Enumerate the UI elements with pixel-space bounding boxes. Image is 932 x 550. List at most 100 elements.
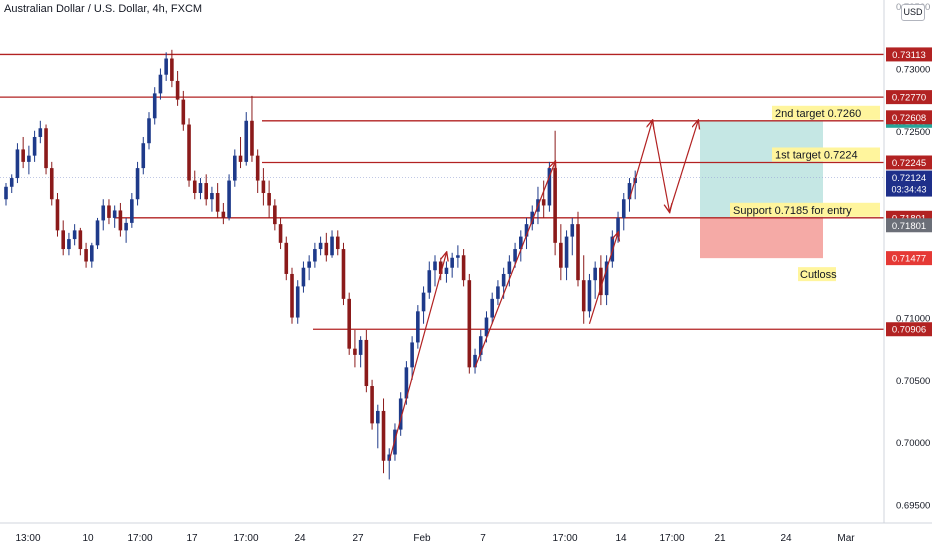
target-zone [700,120,823,218]
x-tick-label: 13:00 [15,533,40,544]
annotation-bg [798,267,836,282]
level-price-tag-bg [886,110,932,125]
candle-body [164,58,168,75]
current-price-tag-bg [886,170,932,197]
y-tick-label: 0.69500 [896,500,930,511]
x-tick-label: 17:00 [552,533,577,544]
candle-body [513,249,517,262]
candle-body [324,242,329,256]
candles [4,49,637,480]
stop-zone [700,217,823,259]
candle-body [496,286,500,299]
candle-body [473,354,477,368]
level-price-tag-bg [886,155,932,170]
candle-body [530,211,535,225]
candle-body [192,180,197,194]
candle-body [301,267,306,287]
candle-body [438,261,443,274]
candle-body [570,224,575,237]
candle-body [524,224,529,237]
candle-body [15,149,20,179]
candle-body [341,249,346,299]
x-tick-label: 17 [186,533,198,544]
level-annotation: Support 0.7185 for entry [733,205,852,217]
candle-body [404,367,409,399]
countdown-timer: 03:34:43 [891,185,926,195]
cutloss-label: Cutloss [800,269,837,281]
candle-body [307,261,311,268]
candle-body [387,454,392,461]
level-price-tag: 0.71801 [892,221,926,232]
candle-body [347,298,351,349]
candle-body [250,120,254,156]
candle-body [175,80,180,100]
candle-body [433,261,437,271]
level-price-tag: 0.73113 [892,50,926,61]
candle-body [78,230,83,250]
position-zones [700,120,823,259]
candle-body [353,348,357,355]
candle-body [587,280,592,312]
price-tags: 0.731130.727700.725800.722450.718010.709… [886,47,932,337]
level-price-tag: 0.70906 [892,325,926,336]
symbol-title: Australian Dollar / U.S. Dollar, 4h, FXC… [4,3,203,15]
candle-body [118,210,123,231]
candle-body [484,317,489,337]
candle-body [576,224,580,281]
candle-body [67,239,71,250]
candle-body [204,183,208,200]
candle-body [55,199,60,231]
trend-arrow [628,121,652,200]
trend-arrow [668,121,699,212]
annotation-bg [730,202,880,217]
candle-body [467,280,472,368]
trend-arrow [388,253,446,461]
y-tick-label: 0.73000 [896,64,930,75]
x-tick-label: 24 [780,533,792,544]
candle-body [593,267,597,281]
candle-body [398,398,403,430]
candle-body [61,230,65,250]
candle-body [461,255,466,281]
candle-body [501,273,506,287]
currency-button[interactable]: USD [901,4,925,21]
candle-body [38,128,43,137]
candle-body [599,267,603,296]
trend-arrow [588,233,618,324]
candle-body [107,205,111,218]
candle-body [170,58,174,81]
candle-body [370,386,374,424]
candle-body [72,230,77,240]
candle-body [181,99,186,125]
y-tick-label: 0.70500 [896,376,930,387]
level-price-tag: 0.72245 [892,158,926,169]
candle-body [152,93,157,119]
candle-body [221,211,226,218]
level-price-tag-bg [886,218,932,233]
x-tick-label: 17:00 [233,533,258,544]
candle-body [32,136,37,156]
candle-body [507,261,512,274]
candle-body [130,199,134,223]
candle-body [210,193,214,200]
candle-body [147,118,151,144]
candle-body [490,298,494,318]
candle-body [444,267,449,274]
y-tick-label: 0.70000 [896,438,930,449]
candle-body [295,286,300,318]
candle-body [284,242,289,274]
candle-body [278,224,283,243]
candle-body [318,242,323,250]
candle-body [187,124,191,181]
candle-body [541,199,546,206]
level-price-tag-bg [886,47,932,62]
candle-body [198,183,203,194]
x-tick-label: Mar [837,533,855,544]
candle-body [416,311,420,343]
x-tick-label: 21 [714,533,726,544]
stop-price-tag-bg [886,251,932,266]
level-price-tag-bg [886,322,932,337]
x-tick-label: 17:00 [659,533,684,544]
